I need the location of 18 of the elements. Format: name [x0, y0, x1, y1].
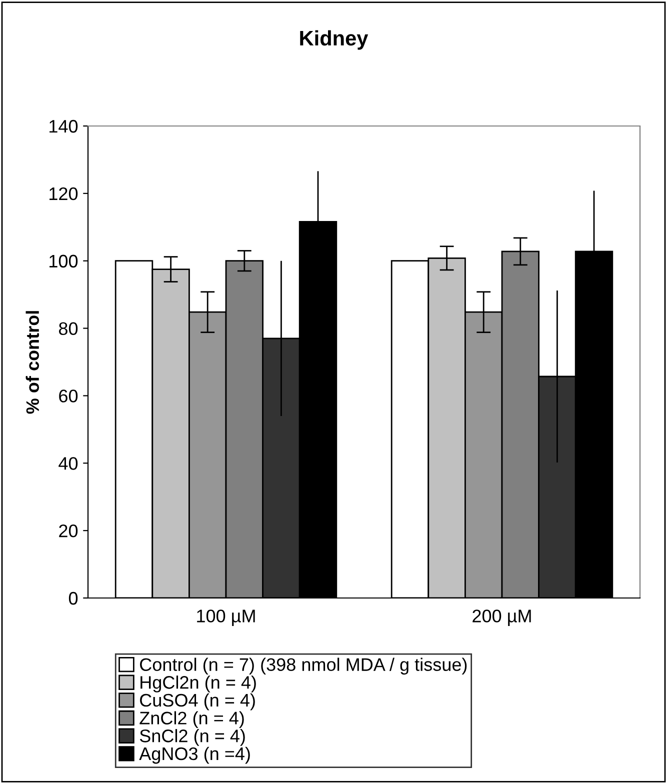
y-tick-label: 40: [58, 457, 78, 470]
y-tick-label: 100: [50, 254, 78, 268]
y-tick-label: 0: [68, 592, 78, 605]
x-tick-label: 200 µM: [472, 610, 531, 626]
legend-label: CuSO4 (n = 4): [140, 693, 255, 710]
y-tick-label: 60: [59, 390, 78, 402]
y-tick-label: 120: [50, 187, 78, 200]
y-tick-label: 80: [58, 322, 78, 336]
legend-label: Control (n = 7) (398 nmol MDA / g tissue): [140, 658, 467, 675]
y-tick-label: 140: [50, 120, 78, 133]
x-tick-label: 100 µM: [197, 610, 255, 626]
y-tick-label: 20: [59, 524, 78, 538]
legend-label: AgNO3 (n =4): [139, 746, 250, 764]
chart-title: Kidney: [300, 30, 368, 50]
legend-label: ZnCl2 (n = 4): [140, 711, 244, 728]
legend-label: HgCl2n (n = 4): [140, 676, 256, 692]
y-axis-title: % of control: [26, 311, 40, 414]
legend-label: SnCl2 (n = 4): [140, 729, 245, 746]
